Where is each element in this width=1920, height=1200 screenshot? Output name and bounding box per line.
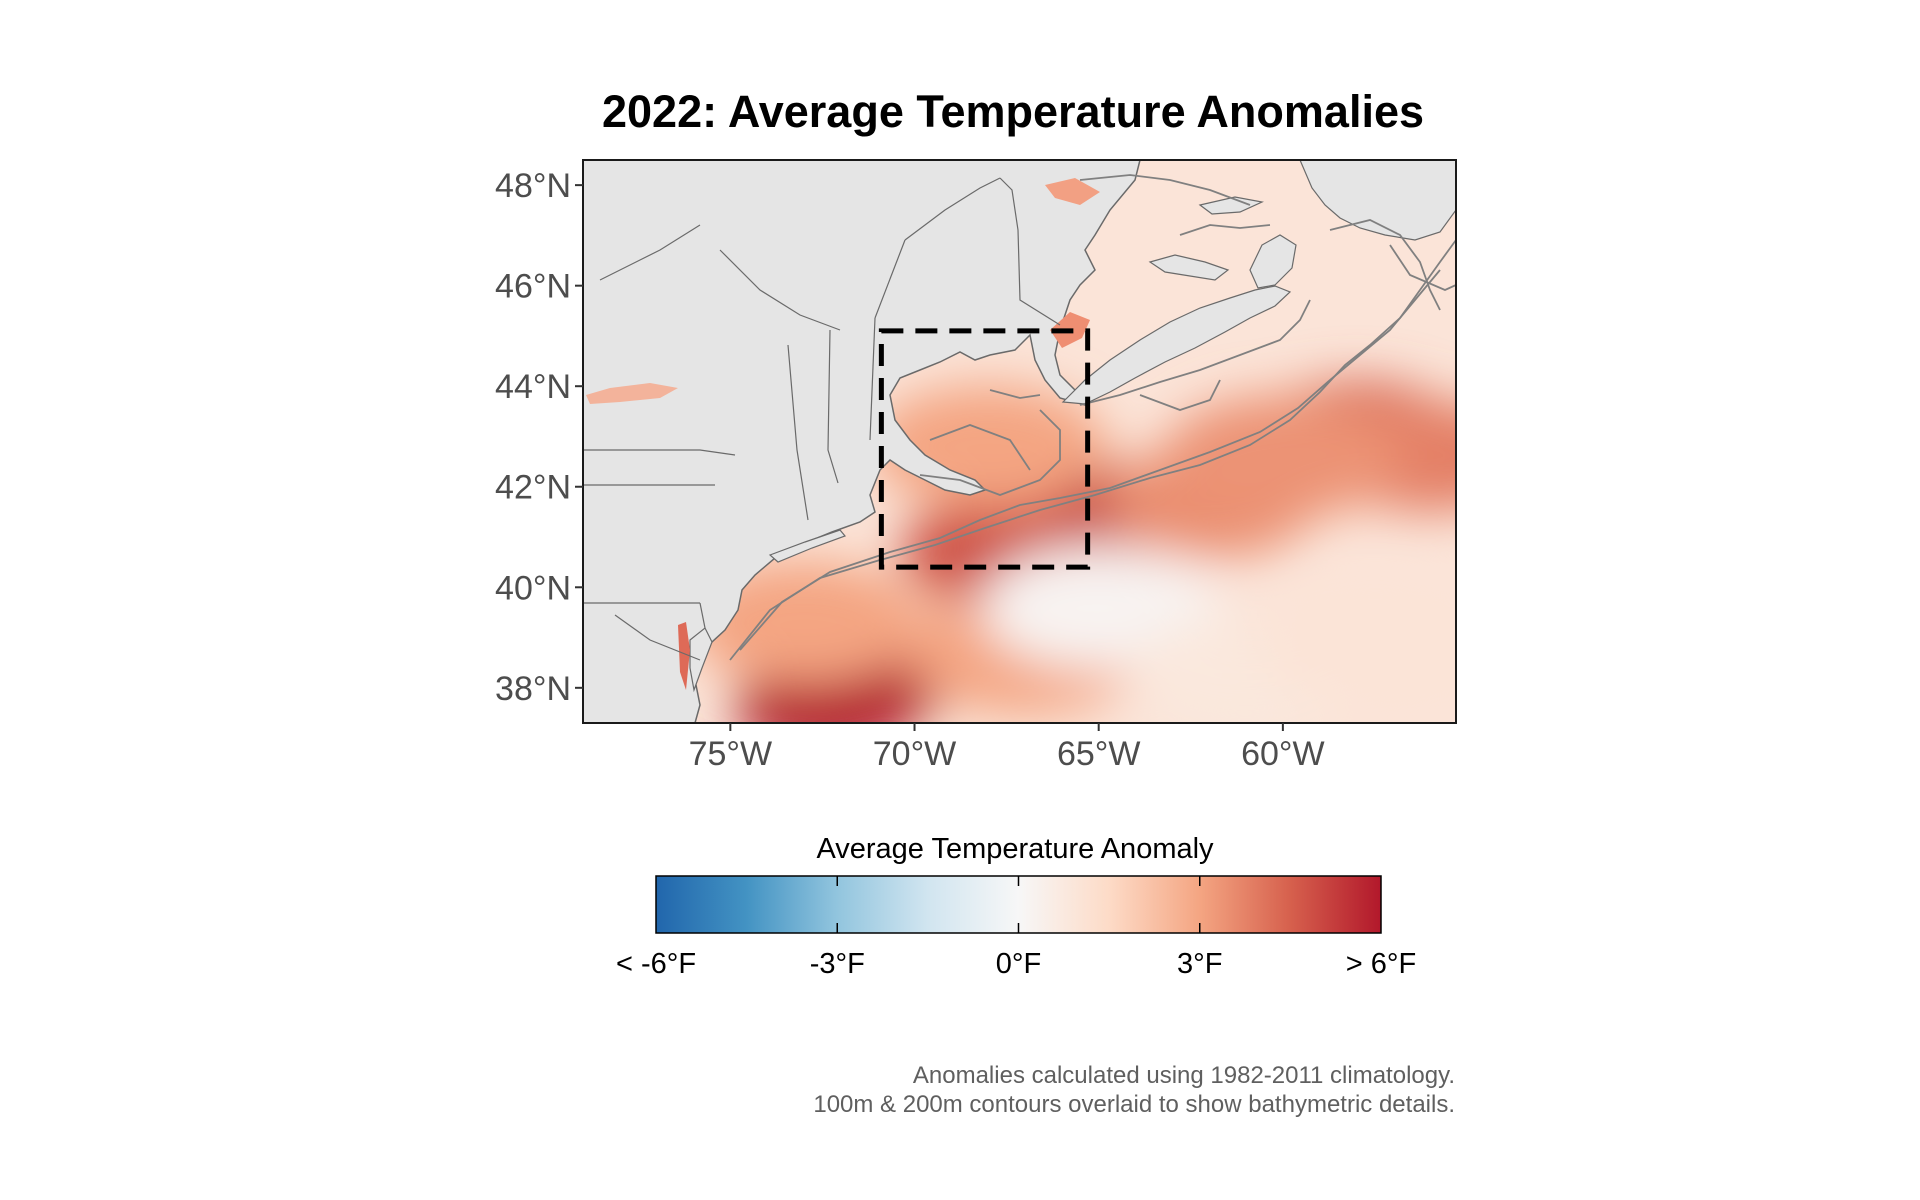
land-newfoundland xyxy=(1299,160,1456,241)
land xyxy=(583,160,1456,723)
land-pei xyxy=(1148,254,1230,281)
lon-tick-label: 60°W xyxy=(1241,735,1325,773)
colorbar-label-4: > 6°F xyxy=(1346,948,1416,980)
lat-tick-label: 44°N xyxy=(495,368,571,406)
map-panel xyxy=(582,159,1457,724)
colorbar-label-0: < -6°F xyxy=(616,948,696,980)
colorbar-labels: < -6°F -3°F 0°F 3°F > 6°F xyxy=(616,948,1416,980)
land-nova-scotia xyxy=(1061,285,1292,405)
colorbar-label-2: 0°F xyxy=(996,948,1041,980)
lat-tick-label: 46°N xyxy=(495,268,571,306)
state-borders xyxy=(583,177,1061,661)
chesapeake-water xyxy=(678,622,690,690)
lon-tick-label: 75°W xyxy=(689,735,773,773)
caption-line-2: 100m & 200m contours overlaid to show ba… xyxy=(813,1091,1455,1118)
colorbar-label-1: -3°F xyxy=(810,948,865,980)
lat-tick-label: 42°N xyxy=(495,469,571,507)
caption-line-1: Anomalies calculated using 1982-2011 cli… xyxy=(913,1062,1455,1089)
lon-tick-label: 70°W xyxy=(873,735,957,773)
land-cape-breton xyxy=(1249,234,1297,289)
colorbar-label-3: 3°F xyxy=(1177,948,1222,980)
gulf-st-lawrence-water xyxy=(1045,178,1100,205)
lon-tick-label: 65°W xyxy=(1057,735,1141,773)
lat-tick-label: 48°N xyxy=(495,167,571,205)
colorbar-ticks xyxy=(836,876,1201,933)
lat-tick-label: 38°N xyxy=(495,670,571,708)
map-frame xyxy=(582,159,1457,724)
map-title: 2022: Average Temperature Anomalies xyxy=(602,86,1424,137)
gulf-of-maine-box xyxy=(878,328,1091,570)
longitude-axis: 75°W 70°W 65°W 60°W xyxy=(689,723,1325,773)
land-long-island xyxy=(768,529,847,563)
anomaly-hotspot-10 xyxy=(685,560,923,685)
anomaly-hotspot-8 xyxy=(1164,394,1402,519)
land-anticosti xyxy=(1198,196,1264,215)
anomaly-hotspot-14 xyxy=(1256,585,1456,710)
lat-tick-label: 40°N xyxy=(495,569,571,607)
latitude-axis: 48°N 46°N 44°N 42°N 40°N 38°N xyxy=(495,167,583,708)
colorbar: Average Temperature Anomaly < -6°F -3°F 0°… xyxy=(616,833,1416,980)
lake-ontario-water xyxy=(586,383,678,404)
colorbar-title: Average Temperature Anomaly xyxy=(816,833,1214,865)
